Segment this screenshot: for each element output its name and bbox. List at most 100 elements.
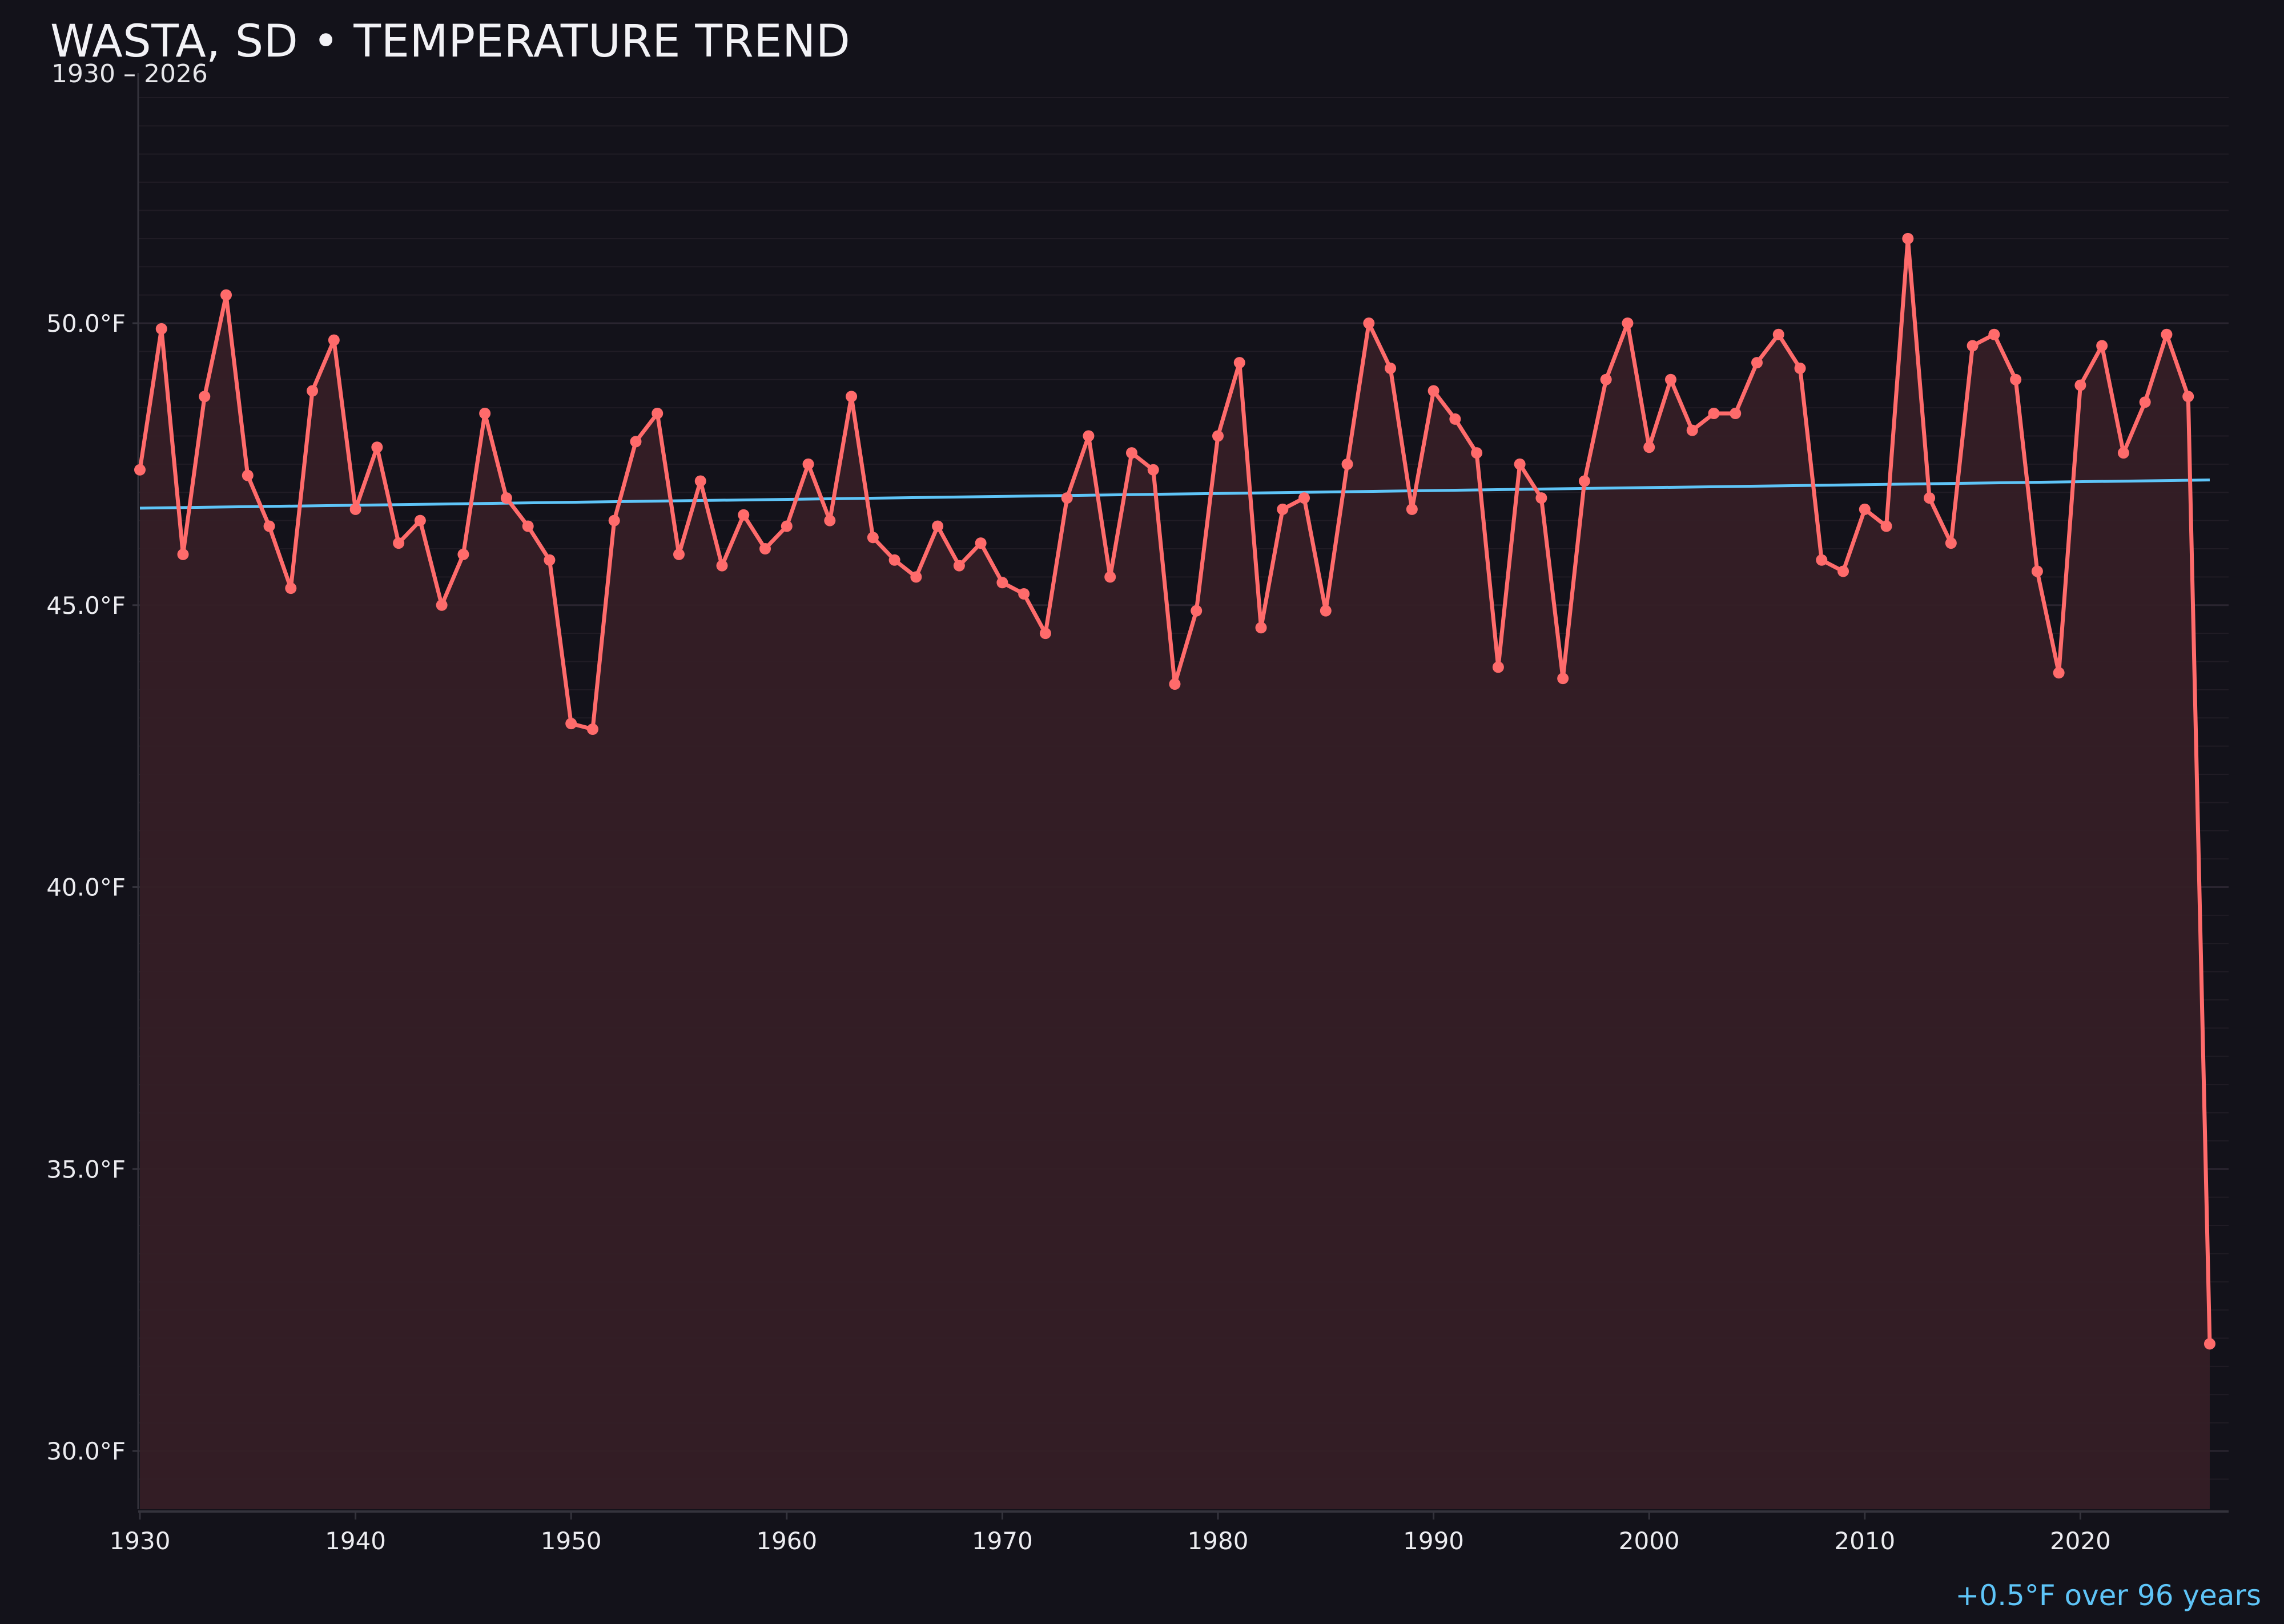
data-point xyxy=(2010,373,2022,385)
data-point xyxy=(436,599,448,611)
data-point xyxy=(1967,340,1979,352)
x-tick-label: 1970 xyxy=(972,1527,1033,1555)
data-point xyxy=(1125,447,1137,459)
data-point xyxy=(457,548,469,560)
data-point xyxy=(608,514,620,526)
trend-line xyxy=(139,479,2210,510)
x-tick-label: 1930 xyxy=(110,1527,171,1555)
data-point xyxy=(1751,357,1763,369)
data-point xyxy=(285,582,297,594)
data-point xyxy=(1427,385,1439,397)
x-tick-label: 1940 xyxy=(325,1527,386,1555)
data-point xyxy=(975,537,987,549)
data-point xyxy=(307,385,319,397)
y-tick-label: 50.0°F xyxy=(46,309,126,337)
y-tick-label: 45.0°F xyxy=(46,592,126,620)
data-point xyxy=(1233,357,1245,369)
data-point xyxy=(1277,503,1289,515)
data-point xyxy=(1061,492,1073,504)
data-point xyxy=(134,464,146,476)
data-point xyxy=(738,509,750,521)
data-point xyxy=(2203,1338,2215,1350)
data-point xyxy=(846,391,858,403)
data-point xyxy=(500,492,512,504)
x-tick-label: 1950 xyxy=(541,1527,602,1555)
data-point xyxy=(1212,430,1224,442)
data-point xyxy=(1708,408,1720,419)
data-point xyxy=(1988,328,2000,340)
data-point xyxy=(565,718,577,730)
data-point xyxy=(1514,458,1526,470)
data-point xyxy=(1557,673,1569,685)
data-point xyxy=(1535,492,1547,504)
data-point xyxy=(328,334,340,346)
x-tick-label: 2000 xyxy=(1619,1527,1680,1555)
data-point xyxy=(199,391,211,403)
data-point xyxy=(1664,373,1676,385)
data-point xyxy=(1147,464,1159,476)
data-point xyxy=(652,408,664,419)
data-point xyxy=(1816,554,1828,566)
data-point xyxy=(1406,503,1418,515)
data-point xyxy=(673,548,685,560)
data-point xyxy=(932,520,944,532)
trend-annotation: +0.5°F over 96 years xyxy=(1955,1579,2261,1612)
data-point xyxy=(1320,605,1332,617)
data-point xyxy=(2161,328,2173,340)
x-tick-label: 1960 xyxy=(756,1527,817,1555)
data-point xyxy=(1492,661,1504,673)
data-point xyxy=(1341,458,1353,470)
y-tick-label: 40.0°F xyxy=(46,874,126,902)
data-point xyxy=(2182,391,2194,403)
temperature-area-fill xyxy=(140,238,2210,1509)
y-tick-label: 30.0°F xyxy=(46,1437,126,1465)
data-point xyxy=(2096,340,2108,352)
data-point xyxy=(1880,520,1892,532)
chart-title: WASTA, SD • TEMPERATURE TREND xyxy=(50,16,851,67)
data-point xyxy=(586,723,598,735)
axes xyxy=(137,73,2229,1513)
data-point xyxy=(1772,328,1784,340)
data-point xyxy=(2139,396,2151,408)
data-point xyxy=(1945,537,1957,549)
data-point xyxy=(630,436,642,448)
data-point xyxy=(759,543,771,554)
data-point xyxy=(371,441,383,453)
data-point xyxy=(910,571,922,583)
data-point xyxy=(953,560,965,572)
data-point xyxy=(155,323,167,335)
data-point-markers xyxy=(134,232,2215,1350)
data-point xyxy=(1449,413,1461,425)
data-point xyxy=(1039,628,1051,640)
data-point xyxy=(781,520,793,532)
data-point xyxy=(522,520,534,532)
x-tick-label: 2020 xyxy=(2050,1527,2111,1555)
data-point xyxy=(1363,317,1375,329)
data-point xyxy=(349,503,361,515)
data-point xyxy=(1298,492,1310,504)
data-point xyxy=(1622,317,1634,329)
data-point xyxy=(1255,622,1267,634)
data-point xyxy=(824,514,836,526)
x-tick-label: 1980 xyxy=(1188,1527,1249,1555)
data-point xyxy=(1083,430,1095,442)
x-axis-ticks: 1930 1940 1950 1960 1970 1980 1990 2000 2010 2020 xyxy=(110,1513,2111,1555)
x-tick-label: 1990 xyxy=(1403,1527,1464,1555)
y-tick-label: 35.0°F xyxy=(46,1155,126,1183)
data-point xyxy=(1191,605,1203,617)
chart-subtitle: 1930 – 2026 xyxy=(51,59,208,89)
data-point xyxy=(263,520,275,532)
data-point xyxy=(1902,232,1914,244)
data-point xyxy=(1643,441,1655,453)
data-point xyxy=(1730,408,1742,419)
data-point xyxy=(802,458,814,470)
data-point xyxy=(1018,588,1030,600)
data-point xyxy=(2053,667,2065,679)
data-point xyxy=(177,548,189,560)
data-point xyxy=(888,554,900,566)
data-point xyxy=(1169,678,1181,690)
data-point xyxy=(1924,492,1936,504)
data-point xyxy=(996,577,1008,589)
data-point xyxy=(694,475,706,487)
